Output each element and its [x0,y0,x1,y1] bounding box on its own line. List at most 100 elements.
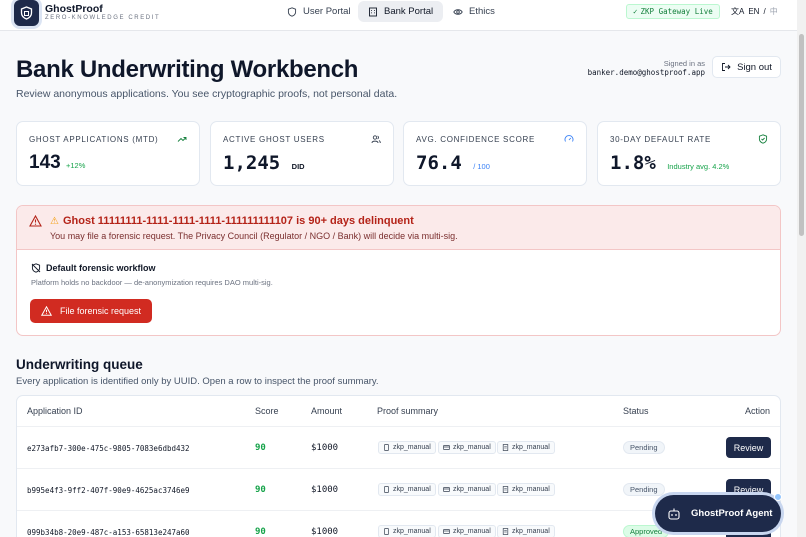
column-header-action: Action [745,406,771,416]
stat-label: 30-DAY DEFAULT RATE [610,135,712,144]
amount-value: $1000 [311,443,339,453]
bank-icon [369,7,377,16]
stat-value: 76.4 / 100 [416,152,490,174]
table-row[interactable]: b995e4f3-9ff2-407f-90e9-4625ac3746e9 90 … [17,468,780,510]
application-id: 099b34b8-20e9-487c-a153-65813e247a60 [27,528,190,537]
workflow-title: Default forensic workflow [31,263,156,273]
table-row[interactable]: e273afb7-300e-475c-9805-7083e6dbd432 90 … [17,426,780,468]
amount-value: $1000 [311,527,339,537]
card-icon [443,445,450,450]
delinquency-alert: ⚠ Ghost 11111111-1111-1111-1111-11111111… [16,205,781,336]
page-title: Bank Underwriting Workbench [16,56,359,83]
eye-icon [453,8,463,15]
brand-name: GhostProof [45,3,103,15]
status-badge: Pending [623,483,665,496]
stat-card-confidence: AVG. CONFIDENCE SCORE 76.4 / 100 [403,121,587,186]
language-alt[interactable]: 中 [769,7,778,16]
card-icon [443,529,450,534]
column-header-status: Status [623,406,649,416]
stat-label: GHOST APPLICATIONS (MTD) [29,135,159,144]
file-forensic-request-button[interactable]: File forensic request [30,299,152,323]
language-separator: / [763,7,766,16]
application-id: e273afb7-300e-475c-9805-7083e6dbd432 [27,444,190,453]
ghostproof-agent-button[interactable]: GhostProof Agent [655,495,781,532]
users-icon [371,135,381,144]
stat-value: 1,245 DID [223,152,305,174]
alert-title: ⚠ Ghost 11111111-1111-1111-1111-11111111… [50,215,414,227]
stat-card-default-rate: 30-DAY DEFAULT RATE 1.8% Industry avg. 4… [597,121,781,186]
agent-notification-dot [774,493,782,501]
check-icon: ✓ [633,7,638,16]
document-icon [502,486,509,493]
score-value: 90 [255,485,266,495]
warning-icon [40,306,52,316]
score-value: 90 [255,527,266,537]
document-icon [502,528,509,535]
proof-chip: zkp_manual [438,441,496,454]
proof-chip: zkp_manual [378,525,436,537]
proof-chip: zkp_manual [378,441,436,454]
shield-logo-icon [20,6,33,20]
user-email: banker.demo@ghostproof.app [587,68,705,77]
column-header-proof-summary: Proof summary [377,406,439,416]
file-forensic-request-label: File forensic request [59,306,142,316]
workflow-description: Platform holds no backdoor — de-anonymiz… [31,278,273,287]
sign-out-button[interactable]: Sign out [712,56,781,78]
proof-chip: zkp_manual [497,483,555,496]
review-button[interactable]: Review [726,437,771,458]
signed-in-label: Signed in as [663,59,705,68]
proof-chip: zkp_manual [438,483,496,496]
phone-icon [384,528,389,535]
trend-up-icon [177,137,187,142]
proof-chip: zkp_manual [378,483,436,496]
stat-value: 1.8% Industry avg. 4.2% [610,152,730,174]
scrollbar-track[interactable] [797,0,806,537]
proof-chip: zkp_manual [497,441,555,454]
warning-icon [29,215,42,227]
logo[interactable] [14,0,39,26]
phone-icon [384,486,389,493]
review-button[interactable]: Review [726,479,771,500]
stat-label: AVG. CONFIDENCE SCORE [416,135,536,144]
nav-bank-portal[interactable]: Bank Portal [358,1,444,22]
page-subtitle: Review anonymous applications. You see c… [16,88,398,100]
sign-out-label: Sign out [737,61,772,73]
document-icon [502,444,509,451]
stat-card-applications: GHOST APPLICATIONS (MTD) 143 +12% [16,121,200,186]
shield-off-icon [31,263,41,273]
alert-description: You may file a forensic request. The Pri… [50,231,458,241]
nav-user-portal[interactable]: User Portal [277,1,361,22]
scrollbar-thumb[interactable] [799,34,804,236]
proof-chip: zkp_manual [438,525,496,537]
stat-card-users: ACTIVE GHOST USERS 1,245 DID [210,121,394,186]
language-current[interactable]: EN [748,7,760,16]
brand-subtitle: ZERO-KNOWLEDGE CREDIT [45,15,161,21]
shield-icon [287,6,297,17]
gauge-icon [564,135,574,142]
column-header-application-id: Application ID [27,406,83,416]
top-bar: GhostProof ZERO-KNOWLEDGE CREDIT User Po… [0,0,797,31]
stat-note: Industry avg. 4.2% [667,162,730,171]
nav-ethics-label: Ethics [469,6,495,17]
column-header-score: Score [255,406,279,416]
nav-bank-portal-label: Bank Portal [384,6,434,17]
nav-ethics[interactable]: Ethics [443,1,505,22]
status-badge: Pending [623,441,665,454]
score-value: 90 [255,443,266,453]
stat-note: +12% [65,161,86,170]
language-switcher[interactable]: 文A EN / 中 [731,6,778,17]
stat-value: 143 +12% [29,152,86,173]
stat-note: DID [291,162,305,171]
nav-user-portal-label: User Portal [303,6,351,17]
gateway-status-label: ZKP Gateway Live [640,7,713,16]
shield-check-icon [758,134,768,144]
logout-icon [722,63,731,71]
gateway-status-badge: ✓ ZKP Gateway Live [626,4,720,19]
underwriting-table: Application ID Score Amount Proof summar… [16,395,781,537]
translate-icon: 文A [731,7,745,16]
proof-chip: zkp_manual [497,525,555,537]
column-header-amount: Amount [311,406,343,416]
phone-icon [384,444,389,451]
application-id: b995e4f3-9ff2-407f-90e9-4625ac3746e9 [27,486,190,495]
card-icon [443,487,450,492]
